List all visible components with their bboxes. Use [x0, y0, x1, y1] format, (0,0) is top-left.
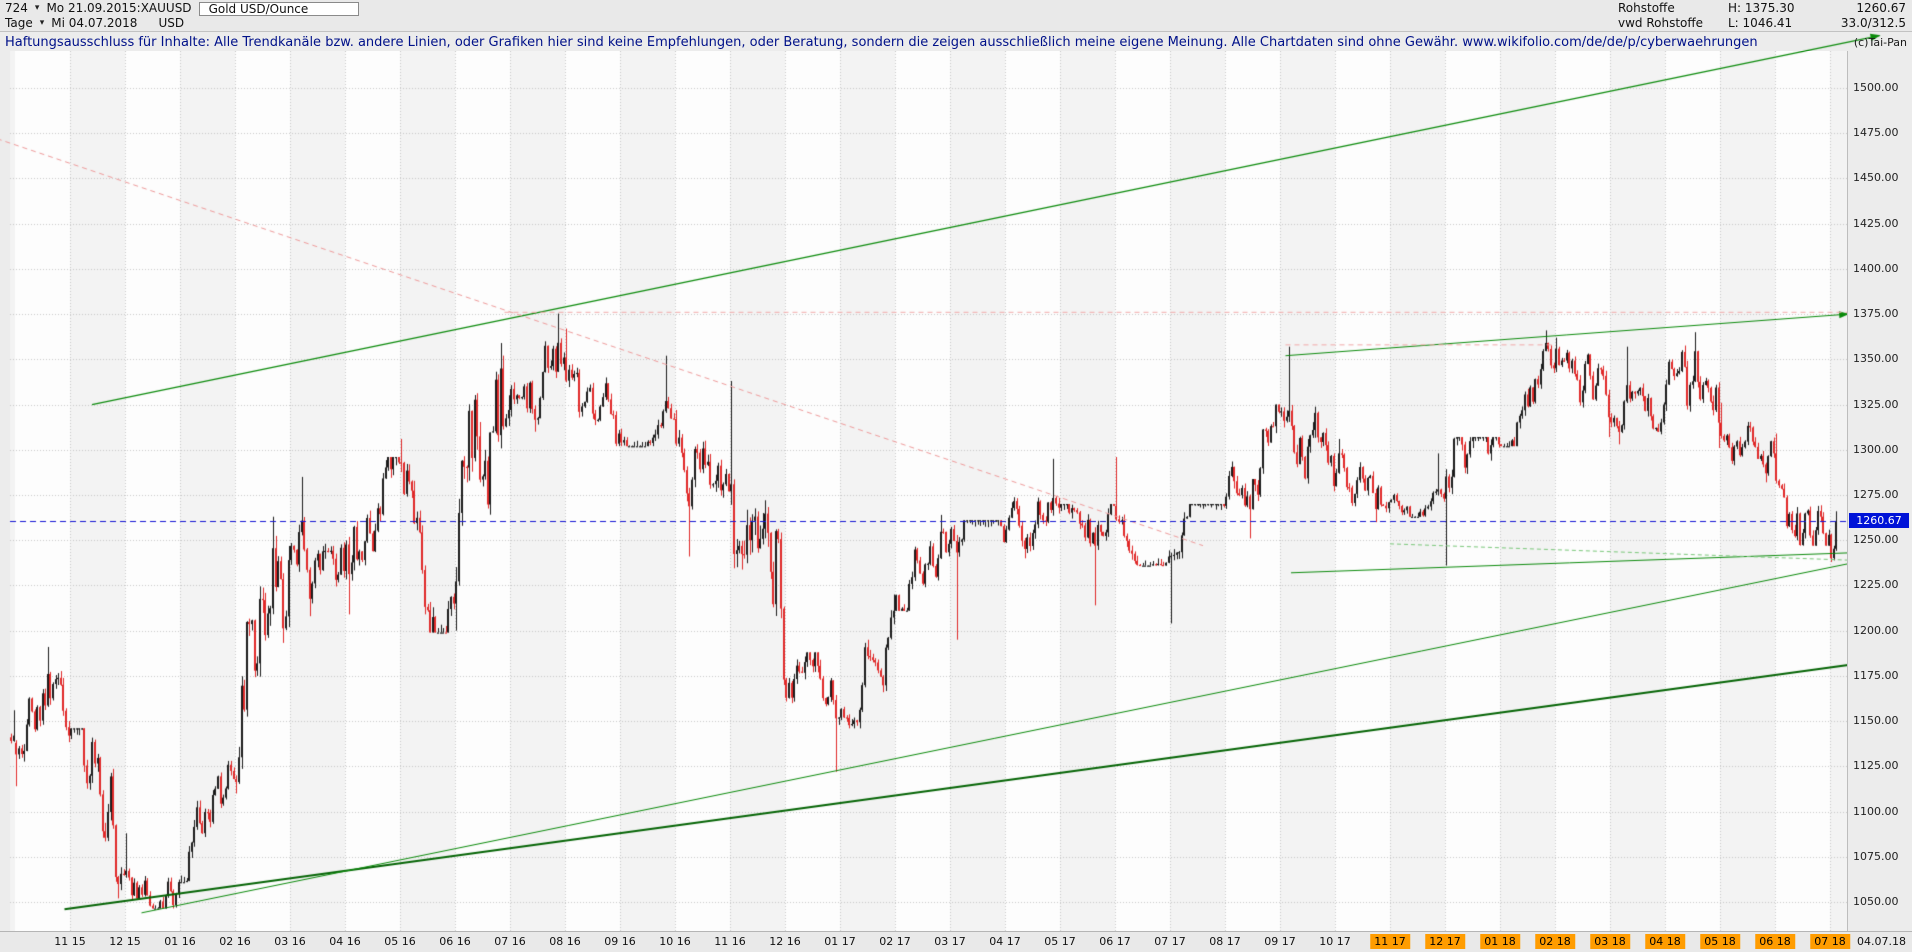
month-label: 02 17 [879, 935, 911, 948]
price-tick-label: 1100.00 [1853, 804, 1899, 818]
month-label: 06 18 [1755, 934, 1795, 949]
price-tick-label: 1400.00 [1853, 261, 1899, 275]
feed-name: Rohstoffe [1618, 1, 1675, 15]
range-start-label: Mo 21.09.2015:XAUUSD [46, 1, 192, 15]
month-label: 04 17 [989, 935, 1021, 948]
chevron-down-icon[interactable]: ▾ [34, 3, 40, 13]
month-label: 03 17 [934, 935, 966, 948]
month-label: 03 16 [274, 935, 306, 948]
month-label: 02 18 [1535, 934, 1575, 949]
month-label: 01 18 [1480, 934, 1520, 949]
month-label: 09 16 [604, 935, 636, 948]
copyright-label: (c)Tai-Pan [1853, 35, 1907, 49]
month-label: 05 17 [1044, 935, 1076, 948]
month-label: 04 18 [1645, 934, 1685, 949]
price-tick-label: 1275.00 [1853, 488, 1899, 501]
month-label: 01 17 [824, 935, 856, 948]
month-label: 09 17 [1264, 935, 1296, 948]
month-label: 12 15 [109, 935, 141, 948]
month-label: 07 17 [1154, 935, 1186, 948]
month-label: 12 16 [769, 935, 801, 948]
month-label: 03 18 [1590, 934, 1630, 949]
toolbar: 724 ▾ Mo 21.09.2015:XAUUSD Gold USD/Ounc… [0, 0, 1912, 32]
bars-count[interactable]: 724 [5, 1, 28, 15]
month-label: 08 17 [1209, 935, 1241, 948]
toolbar-right: Rohstoffe H: 1375.30 1260.67 vwd Rohstof… [1618, 0, 1912, 31]
axis-last-date: 04.07.18 [1857, 935, 1906, 948]
month-label: 05 16 [384, 935, 416, 948]
price-tick-label: 1050.00 [1853, 895, 1899, 908]
price-axis[interactable]: 1500.00 1475.00 1450.00 1425.00 1400.00 1375.… [1847, 51, 1912, 932]
toolbar-left: 724 ▾ Mo 21.09.2015:XAUUSD Gold USD/Ounc… [0, 0, 359, 31]
period-label[interactable]: Tage [5, 16, 33, 30]
last-price-value: 1260.67 [1856, 1, 1906, 15]
stat-value: 33.0/312.5 [1840, 16, 1906, 30]
disclaimer-bar: Haftungsausschluss für Inhalte: Alle Tre… [0, 33, 1912, 51]
month-label: 07 18 [1810, 934, 1850, 949]
instrument-field[interactable]: Gold USD/Ounce [198, 1, 359, 16]
month-label: 06 16 [439, 935, 471, 948]
price-tick-label: 1475.00 [1853, 126, 1899, 140]
month-label: 10 17 [1319, 935, 1351, 948]
price-tick-label: 1150.00 [1853, 714, 1899, 728]
price-tick-label: 1300.00 [1853, 442, 1899, 456]
price-tick-label: 1350.00 [1853, 352, 1899, 366]
price-tick-label: 1325.00 [1853, 397, 1899, 411]
month-label: 10 16 [659, 935, 691, 948]
price-tick-label: 1450.00 [1853, 171, 1899, 185]
disclaimer-text: Haftungsausschluss für Inhalte: Alle Tre… [5, 34, 1758, 50]
feed-name-2: vwd Rohstoffe [1618, 16, 1704, 30]
price-tick-label: 1175.00 [1853, 668, 1899, 682]
month-label: 06 17 [1099, 935, 1131, 948]
month-label: 02 16 [219, 935, 251, 948]
month-label: 11 15 [54, 935, 86, 948]
price-tick-label: 1500.00 [1853, 81, 1899, 94]
price-tick-label: 1200.00 [1853, 623, 1899, 637]
price-tick-label: 1375.00 [1853, 307, 1899, 321]
price-tick-label: 1225.00 [1853, 578, 1899, 592]
month-label: 04 16 [329, 935, 361, 948]
last-price-badge: 1260.67 [1849, 512, 1909, 528]
month-label: 07 16 [494, 935, 526, 948]
price-tick-label: 1125.00 [1853, 759, 1899, 773]
low-value: L: 1046.41 [1728, 16, 1793, 30]
month-label: 12 17 [1425, 934, 1465, 949]
month-label: 01 16 [164, 935, 196, 948]
time-axis[interactable]: 04.07.18 11 15 12 15 01 16 02 16 03 16 04 16 0… [0, 931, 1912, 952]
price-tick-label: 1075.00 [1853, 849, 1899, 863]
currency-label: USD [158, 16, 185, 30]
month-label: 08 16 [549, 935, 581, 948]
end-date-label: Mi 04.07.2018 [51, 16, 138, 30]
price-tick-label: 1425.00 [1853, 216, 1899, 230]
chevron-down-icon[interactable]: ▾ [39, 18, 45, 28]
month-label: 11 16 [714, 935, 746, 948]
high-value: H: 1375.30 [1728, 1, 1795, 15]
price-tick-label: 1250.00 [1853, 533, 1899, 547]
month-label: 05 18 [1700, 934, 1740, 949]
month-label: 11 17 [1370, 934, 1410, 949]
